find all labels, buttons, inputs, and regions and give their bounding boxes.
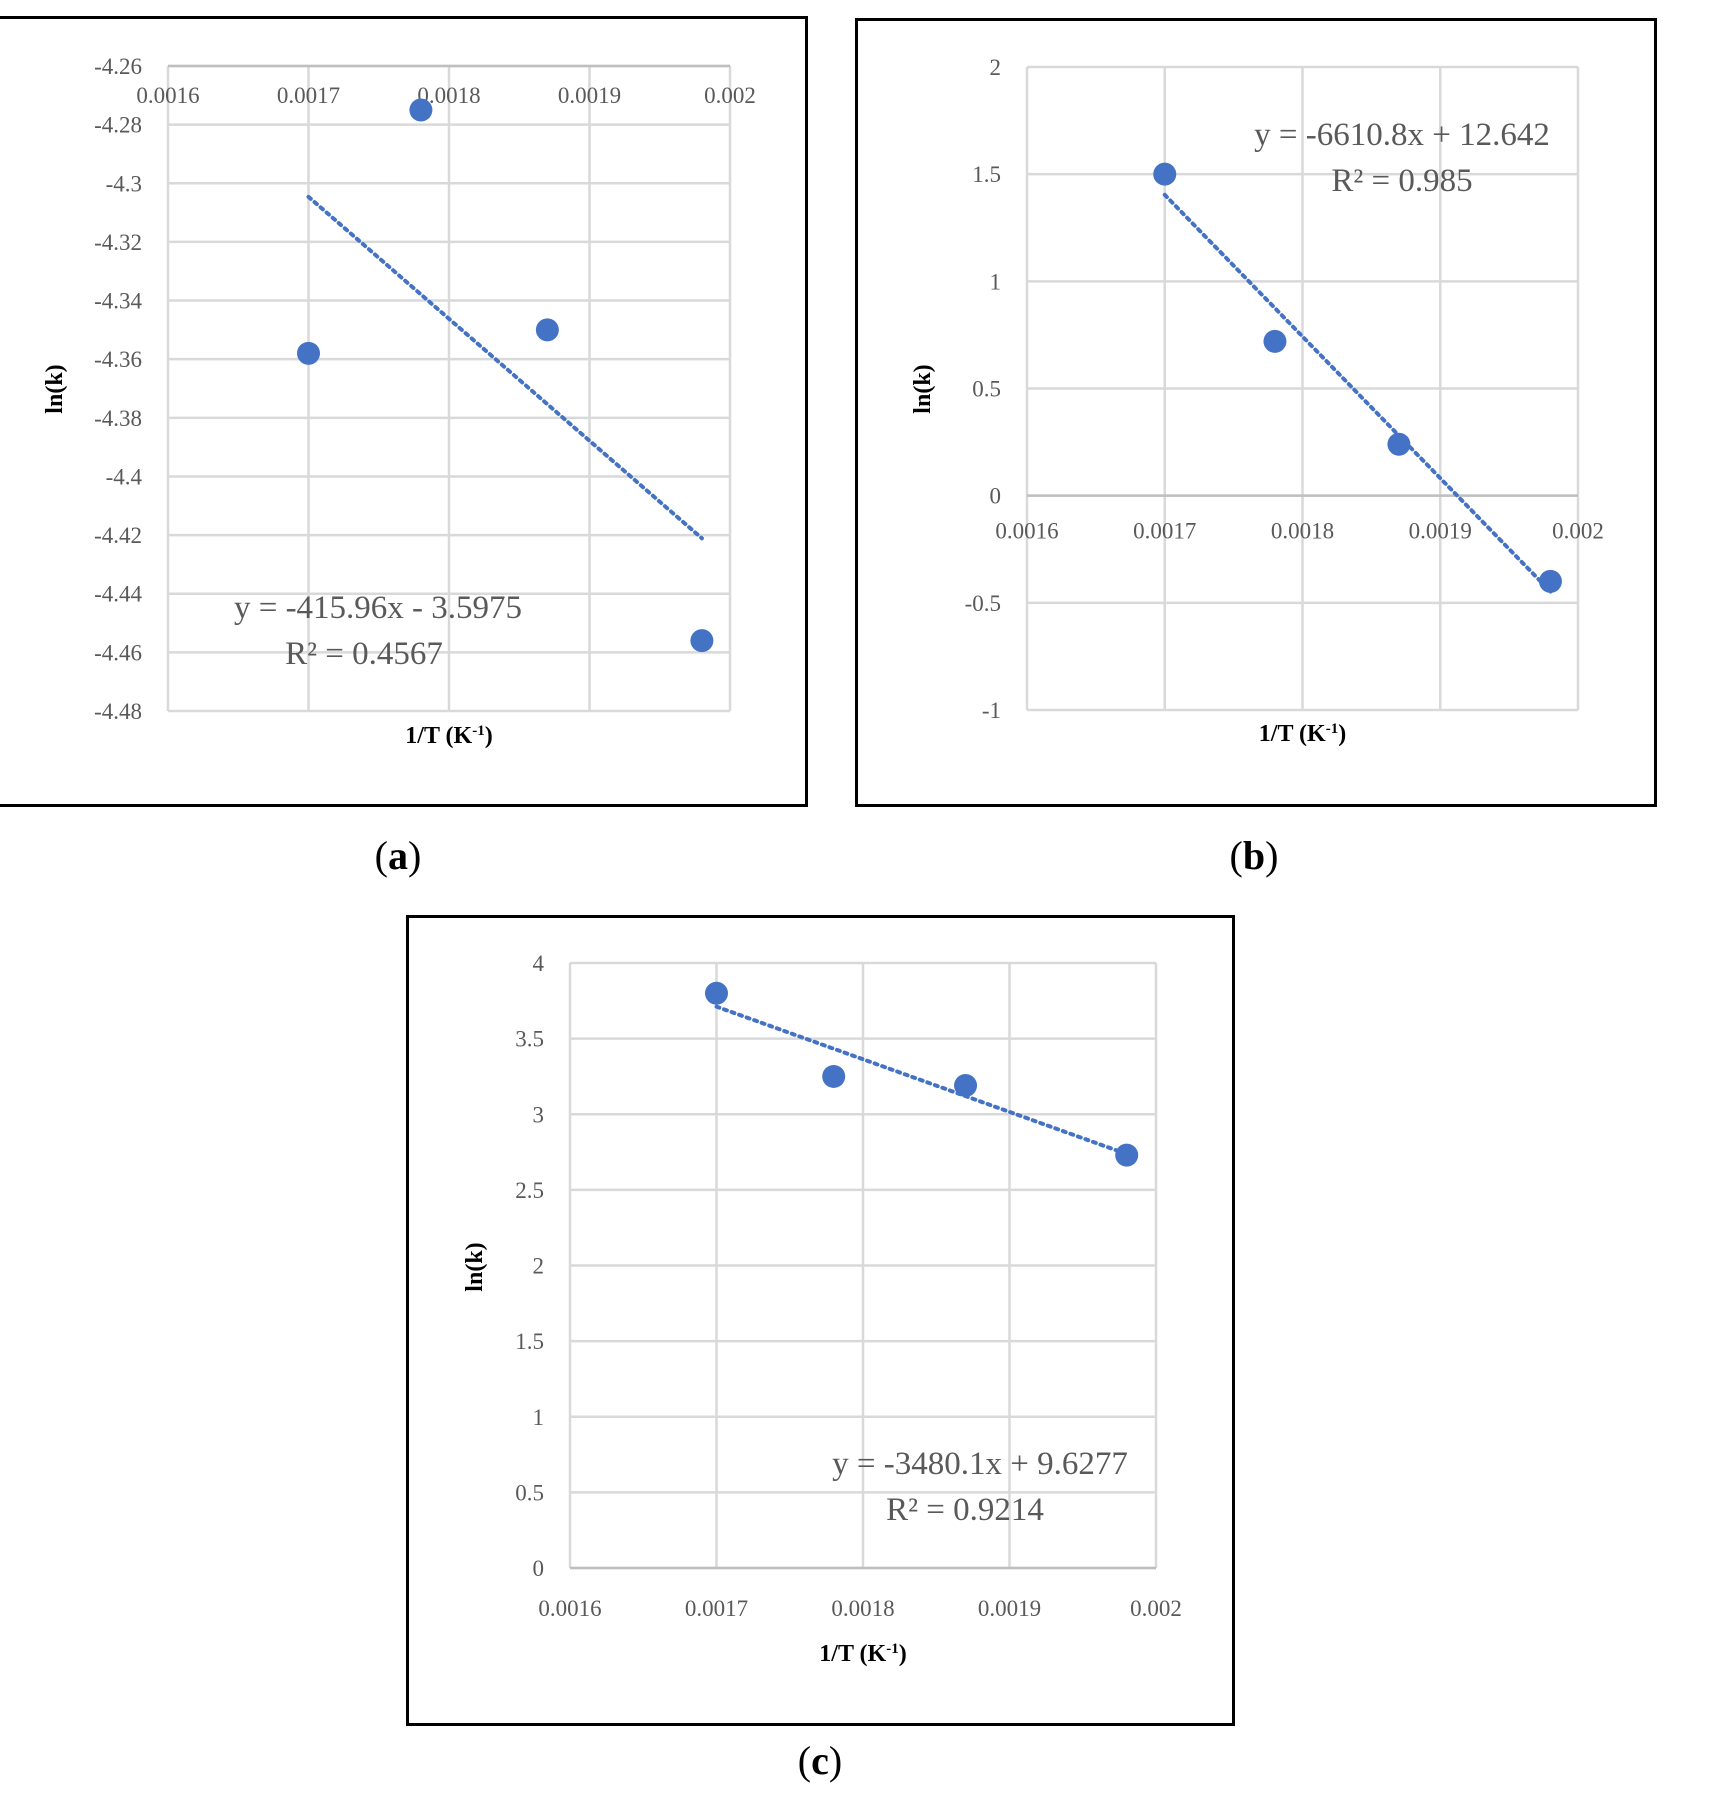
x-tick-label-a-3: 0.0019 [558, 83, 621, 108]
y-axis-title-c: ln(k) [462, 1242, 488, 1291]
x-tick-label-b-2: 0.0018 [1271, 519, 1334, 544]
trend-equation-b: y = -6610.8x + 12.642 [1254, 117, 1550, 153]
x-tick-label-c-3: 0.0019 [978, 1596, 1041, 1621]
data-point-b-2 [1387, 432, 1411, 456]
y-tick-label-a-7: -4.4 [106, 464, 143, 489]
r-squared-b: R² = 0.985 [1331, 163, 1472, 199]
chart-b: 2 1.5 1 0.5 0 -0.5 -1 0.0016 0.0017 0.0018 0.0019 0… [910, 55, 1604, 747]
x-tick-label-c-1: 0.0017 [685, 1596, 748, 1621]
y-tick-label-a-11: -4.48 [94, 699, 142, 724]
y-tick-label-b-3: 0.5 [972, 377, 1001, 402]
y-axis-title-a: ln(k) [42, 364, 68, 413]
y-tick-label-a-0: -4.26 [94, 54, 142, 79]
y-tick-label-a-3: -4.32 [94, 230, 142, 255]
x-tick-label-a-1: 0.0017 [277, 83, 340, 108]
caption-a: (a) [374, 833, 422, 878]
data-point-a-2 [535, 318, 559, 342]
y-tick-label-a-4: -4.34 [94, 289, 142, 314]
panel-a-frame [0, 16, 808, 807]
x-tick-label-b-1: 0.0017 [1133, 519, 1196, 544]
y-tick-label-b-6: -1 [982, 698, 1001, 723]
y-tick-label-c-7: 0.5 [515, 1480, 544, 1505]
x-tick-label-b-3: 0.0019 [1409, 519, 1472, 544]
panel-c-frame [406, 915, 1235, 1726]
y-tick-label-b-4: 0 [990, 484, 1002, 509]
y-tick-label-c-0: 4 [533, 951, 545, 976]
y-tick-label-a-5: -4.36 [94, 347, 142, 372]
y-tick-label-a-1: -4.28 [94, 113, 142, 138]
y-axis-title-b: ln(k) [910, 364, 936, 413]
x-axis-title-a: 1/T (K-1) [405, 723, 492, 749]
data-point-c-2 [954, 1074, 978, 1098]
data-point-b-1 [1263, 329, 1287, 353]
data-point-a-0 [297, 341, 320, 365]
y-tick-label-c-3: 2.5 [515, 1178, 544, 1203]
x-tick-label-b-4: 0.002 [1552, 519, 1604, 544]
x-axis-title-b: 1/T (K-1) [1259, 721, 1346, 747]
y-tick-label-c-5: 1.5 [515, 1329, 544, 1354]
caption-c: (c) [797, 1738, 843, 1783]
trendline-a [306, 194, 704, 541]
y-tick-label-b-1: 1.5 [972, 162, 1001, 187]
panel-b-frame [855, 18, 1657, 807]
r-squared-a: R² = 0.4567 [285, 636, 443, 672]
y-tick-label-a-9: -4.44 [94, 582, 142, 607]
y-tick-label-b-0: 2 [990, 55, 1002, 80]
y-tick-label-c-2: 3 [533, 1102, 545, 1127]
data-point-b-0 [1153, 162, 1177, 186]
y-tick-label-a-2: -4.3 [106, 171, 142, 196]
y-tick-label-c-1: 3.5 [515, 1027, 544, 1052]
y-tick-label-b-5: -0.5 [965, 591, 1001, 616]
x-tick-label-c-2: 0.0018 [831, 1596, 894, 1621]
y-tick-label-c-8: 0 [533, 1556, 545, 1581]
trend-equation-c: y = -3480.1x + 9.6277 [832, 1446, 1128, 1482]
x-axis-title-c: 1/T (K-1) [819, 1641, 906, 1667]
data-point-c-3 [1115, 1143, 1139, 1167]
data-point-c-1 [822, 1064, 846, 1088]
data-point-c-0 [705, 981, 728, 1005]
trend-equation-a: y = -415.96x - 3.5975 [234, 590, 522, 626]
x-tick-label-c-4: 0.002 [1130, 1596, 1182, 1621]
trendline-c [714, 1004, 1129, 1157]
trendline-b [1162, 192, 1553, 594]
chart-a: -4.26 -4.28 -4.3 -4.32 -4.34 -4.36 -4.38 -4.4 -4… [42, 54, 756, 749]
data-point-a-1 [409, 98, 433, 122]
x-tick-label-a-0: 0.0016 [136, 83, 199, 108]
y-tick-label-b-2: 1 [990, 269, 1002, 294]
caption-b: (b) [1229, 833, 1279, 878]
x-tick-label-c-0: 0.0016 [538, 1596, 601, 1621]
data-point-a-3 [690, 629, 714, 653]
y-tick-label-c-6: 1 [533, 1405, 545, 1430]
y-tick-label-a-6: -4.38 [94, 406, 142, 431]
y-tick-label-a-8: -4.42 [94, 523, 142, 548]
x-tick-label-b-0: 0.0016 [995, 519, 1058, 544]
y-tick-label-a-10: -4.46 [94, 640, 142, 665]
x-tick-label-a-4: 0.002 [704, 83, 756, 108]
r-squared-c: R² = 0.9214 [886, 1492, 1044, 1528]
y-tick-label-c-4: 2 [533, 1254, 545, 1279]
data-point-b-3 [1538, 569, 1562, 593]
